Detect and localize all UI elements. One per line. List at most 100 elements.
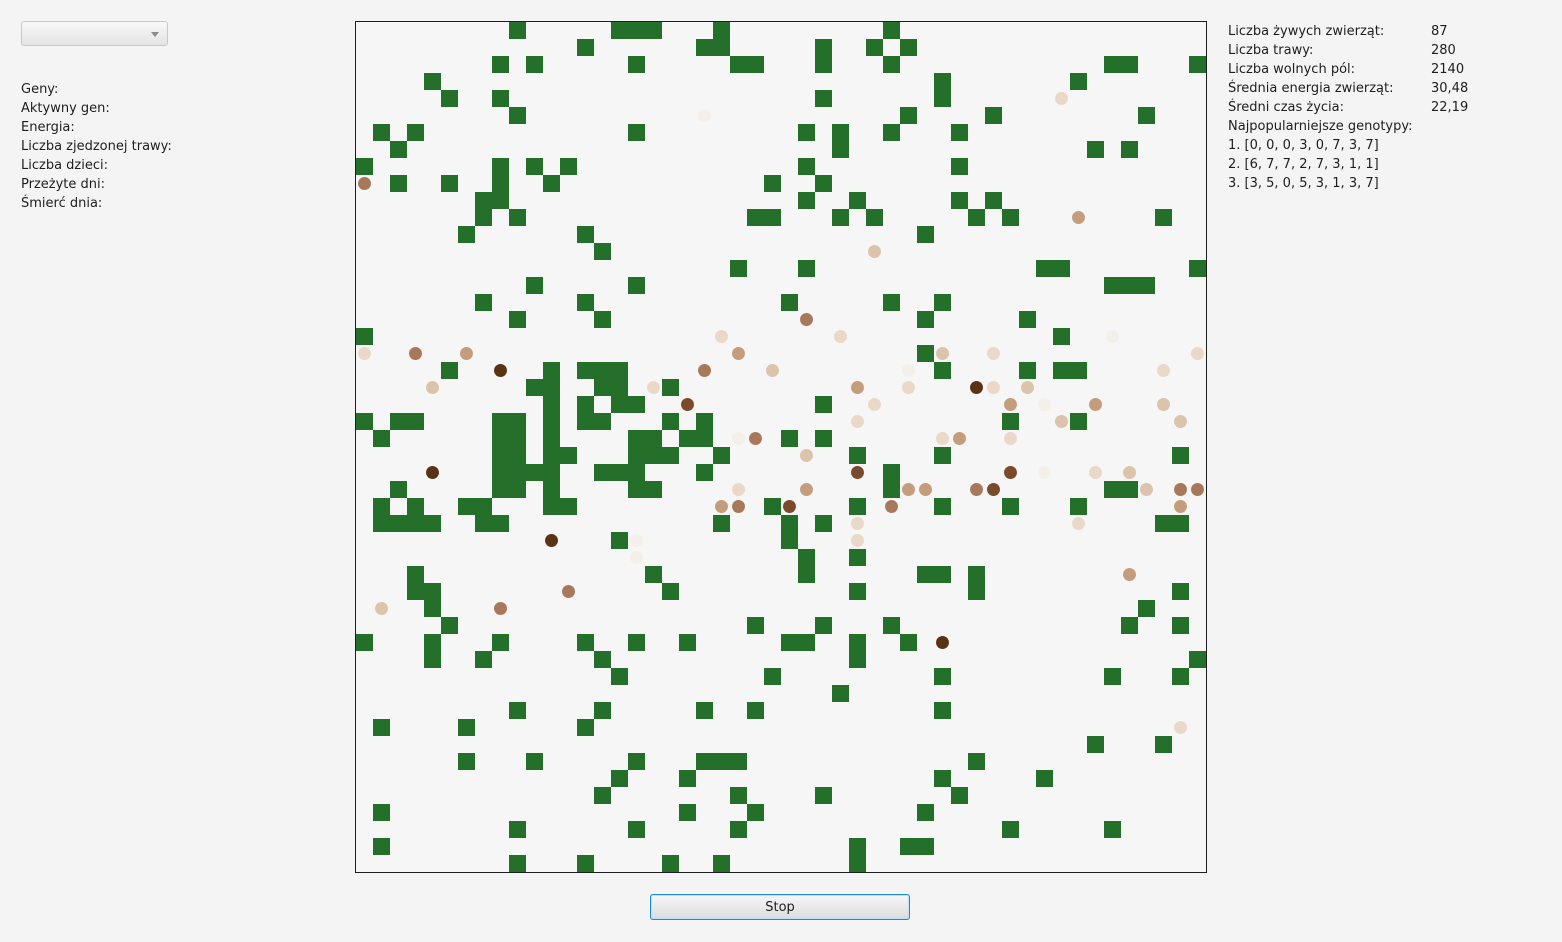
animal-marker[interactable] bbox=[800, 449, 813, 462]
animal-marker[interactable] bbox=[732, 347, 745, 360]
animal-marker[interactable] bbox=[1106, 330, 1119, 343]
animal-marker[interactable] bbox=[732, 432, 745, 445]
grass-tile bbox=[509, 209, 526, 226]
animal-marker[interactable] bbox=[1191, 347, 1204, 360]
animal-marker[interactable] bbox=[732, 483, 745, 496]
animal-marker[interactable] bbox=[732, 500, 745, 513]
grass-tile bbox=[679, 804, 696, 821]
animal-marker[interactable] bbox=[834, 330, 847, 343]
animal-marker[interactable] bbox=[970, 483, 983, 496]
animal-marker[interactable] bbox=[715, 500, 728, 513]
animal-marker[interactable] bbox=[783, 500, 796, 513]
grass-tile bbox=[883, 124, 900, 141]
animal-marker[interactable] bbox=[426, 381, 439, 394]
animal-marker[interactable] bbox=[851, 381, 864, 394]
animal-marker[interactable] bbox=[1004, 466, 1017, 479]
grass-tile bbox=[458, 226, 475, 243]
animal-marker[interactable] bbox=[358, 347, 371, 360]
simulation-map[interactable] bbox=[355, 21, 1207, 873]
map-canvas[interactable] bbox=[356, 22, 1206, 872]
animal-marker[interactable] bbox=[1174, 500, 1187, 513]
animal-marker[interactable] bbox=[936, 636, 949, 649]
animal-marker[interactable] bbox=[936, 347, 949, 360]
animal-marker[interactable] bbox=[1157, 398, 1170, 411]
animal-marker[interactable] bbox=[1055, 92, 1068, 105]
animal-marker[interactable] bbox=[494, 364, 507, 377]
animal-marker[interactable] bbox=[426, 466, 439, 479]
animal-marker[interactable] bbox=[358, 177, 371, 190]
grass-tile bbox=[543, 430, 560, 447]
animal-marker[interactable] bbox=[1123, 466, 1136, 479]
grass-tile bbox=[917, 345, 934, 362]
animal-marker[interactable] bbox=[851, 415, 864, 428]
grass-tile bbox=[713, 22, 730, 39]
animal-marker[interactable] bbox=[766, 364, 779, 377]
animal-marker[interactable] bbox=[868, 245, 881, 258]
animal-marker[interactable] bbox=[562, 585, 575, 598]
animal-marker[interactable] bbox=[987, 381, 1000, 394]
animal-marker[interactable] bbox=[1191, 483, 1204, 496]
grass-tile bbox=[373, 719, 390, 736]
animal-marker[interactable] bbox=[1123, 568, 1136, 581]
animal-marker[interactable] bbox=[902, 483, 915, 496]
grass-tile bbox=[526, 56, 543, 73]
grass-tile bbox=[594, 787, 611, 804]
grass-tile bbox=[492, 90, 509, 107]
animal-marker[interactable] bbox=[902, 364, 915, 377]
animal-marker[interactable] bbox=[494, 602, 507, 615]
animal-marker[interactable] bbox=[1174, 721, 1187, 734]
animal-marker[interactable] bbox=[970, 381, 983, 394]
animal-marker[interactable] bbox=[749, 432, 762, 445]
grass-tile bbox=[1070, 413, 1087, 430]
grass-tile bbox=[492, 481, 509, 498]
grass-tile bbox=[1070, 362, 1087, 379]
animal-marker[interactable] bbox=[868, 398, 881, 411]
grass-tile bbox=[883, 464, 900, 481]
animal-marker[interactable] bbox=[630, 551, 643, 564]
animal-marker[interactable] bbox=[1004, 432, 1017, 445]
animal-marker[interactable] bbox=[1140, 483, 1153, 496]
stop-button[interactable]: Stop bbox=[650, 894, 910, 920]
animal-marker[interactable] bbox=[460, 347, 473, 360]
animal-marker[interactable] bbox=[1021, 381, 1034, 394]
grass-tile bbox=[1138, 277, 1155, 294]
animal-marker[interactable] bbox=[936, 432, 949, 445]
grass-tile bbox=[798, 124, 815, 141]
animal-selector-combo[interactable] bbox=[21, 21, 168, 46]
animal-marker[interactable] bbox=[375, 602, 388, 615]
animal-marker[interactable] bbox=[647, 381, 660, 394]
animal-marker[interactable] bbox=[902, 381, 915, 394]
animal-marker[interactable] bbox=[953, 432, 966, 445]
grass-tile bbox=[356, 634, 373, 651]
animal-marker[interactable] bbox=[1089, 398, 1102, 411]
animal-marker[interactable] bbox=[545, 534, 558, 547]
grass-tile bbox=[849, 549, 866, 566]
animal-marker[interactable] bbox=[698, 109, 711, 122]
grass-tile bbox=[815, 56, 832, 73]
animal-marker[interactable] bbox=[987, 347, 1000, 360]
animal-marker[interactable] bbox=[919, 483, 932, 496]
animal-marker[interactable] bbox=[409, 347, 422, 360]
animal-marker[interactable] bbox=[630, 534, 643, 547]
animal-marker[interactable] bbox=[800, 313, 813, 326]
animal-marker[interactable] bbox=[715, 330, 728, 343]
animal-marker[interactable] bbox=[1072, 211, 1085, 224]
animal-marker[interactable] bbox=[1072, 517, 1085, 530]
animal-marker[interactable] bbox=[851, 466, 864, 479]
animal-marker[interactable] bbox=[987, 483, 1000, 496]
animal-marker[interactable] bbox=[681, 398, 694, 411]
animal-marker[interactable] bbox=[1004, 398, 1017, 411]
animal-marker[interactable] bbox=[1174, 483, 1187, 496]
animal-marker[interactable] bbox=[1038, 466, 1051, 479]
animal-marker[interactable] bbox=[885, 500, 898, 513]
grass-tile bbox=[594, 413, 611, 430]
animal-marker[interactable] bbox=[851, 517, 864, 530]
animal-marker[interactable] bbox=[698, 364, 711, 377]
animal-marker[interactable] bbox=[1055, 415, 1068, 428]
animal-marker[interactable] bbox=[1157, 364, 1170, 377]
animal-marker[interactable] bbox=[1038, 398, 1051, 411]
animal-marker[interactable] bbox=[851, 534, 864, 547]
animal-marker[interactable] bbox=[1089, 466, 1102, 479]
animal-marker[interactable] bbox=[800, 483, 813, 496]
animal-marker[interactable] bbox=[1174, 415, 1187, 428]
